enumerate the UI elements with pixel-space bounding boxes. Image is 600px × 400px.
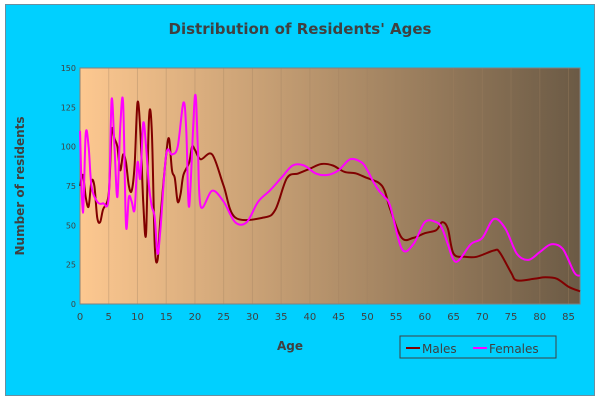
series-layer [79,93,581,293]
x-tick-label-45: 45 [332,312,345,323]
x-tick-label-35: 35 [275,312,288,323]
y-axis-label: Number of residents [13,116,27,255]
y-tick-label-125: 125 [61,103,76,112]
x-tick-label-80: 80 [533,312,546,323]
legend-label-males: Males [422,342,457,356]
y-tick-label-100: 100 [61,143,76,152]
series-line-females [79,93,581,277]
x-tick-label-85: 85 [562,312,575,323]
y-tick-label-150: 150 [61,64,76,73]
x-tick-label-40: 40 [304,312,317,323]
x-tick-label-30: 30 [246,312,259,323]
x-axis-ticks: 0 5 10 15 20 25 30 35 40 45 50 55 60 65 70 75 80 85 [77,312,575,323]
x-tick-label-50: 50 [361,312,374,323]
chart-frame [5,4,595,396]
legend-label-females: Females [489,342,539,356]
y-tick-label-50: 50 [66,221,76,230]
chart-title: Distribution of Residents' Ages [169,20,432,38]
x-tick-label-10: 10 [131,312,144,323]
x-tick-label-60: 60 [418,312,431,323]
x-tick-label-20: 20 [189,312,202,323]
y-tick-label-75: 75 [66,182,76,191]
legend-box [399,335,557,359]
y-tick-label-25: 25 [66,261,76,270]
plot-area [79,67,581,305]
x-tick-label-25: 25 [217,312,230,323]
y-axis-ticks: 0 25 50 75 100 125 150 [61,64,76,309]
x-axis-label: Age [277,339,303,353]
grid-lines [79,68,570,304]
x-tick-label-75: 75 [505,312,518,323]
x-tick-label-55: 55 [390,312,403,323]
x-tick-label-5: 5 [106,312,112,323]
x-tick-label-0: 0 [77,312,83,323]
x-tick-label-70: 70 [476,312,489,323]
legend: Males Females [399,335,557,359]
x-tick-label-15: 15 [160,312,173,323]
x-tick-label-65: 65 [447,312,460,323]
y-tick-label-0: 0 [71,300,76,309]
